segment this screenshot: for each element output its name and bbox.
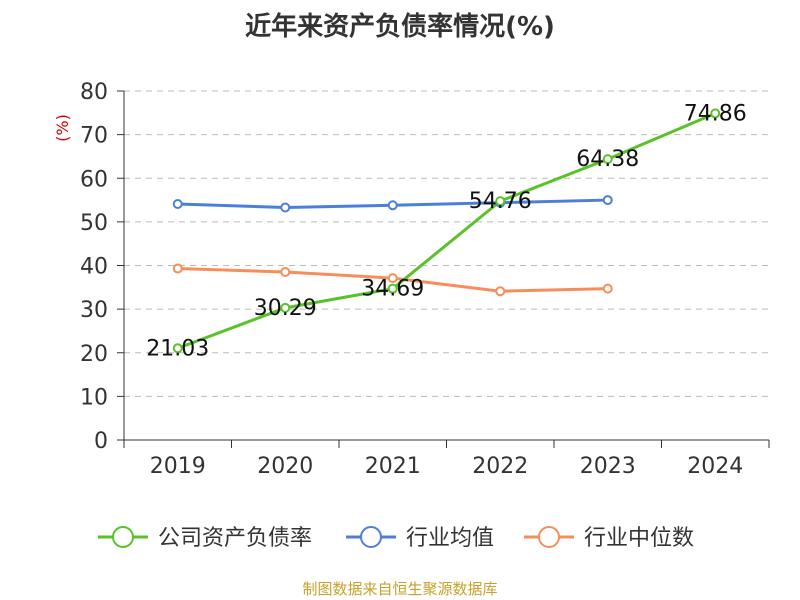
data-point [387, 273, 398, 284]
y-tick-label: 50 [80, 211, 108, 236]
source-note: 制图数据来自恒生聚源数据库 [302, 580, 498, 598]
series-line-0 [177, 112, 716, 350]
chart-title: 近年来资产负债率情况(%) [245, 12, 555, 42]
data-label: 30.29 [254, 296, 317, 321]
data-point [495, 286, 506, 297]
x-tick-label: 2024 [687, 454, 743, 479]
x-tick-label: 2021 [365, 454, 421, 479]
legend: 公司资产负债率 行业均值 行业中位数 [98, 526, 694, 551]
legend-label: 行业中位数 [584, 526, 694, 551]
data-point [387, 283, 398, 294]
y-tick-label: 60 [80, 167, 108, 192]
data-point [602, 195, 613, 206]
legend-marker [538, 526, 560, 548]
data-label: 54.76 [469, 189, 532, 214]
grid-lines [124, 90, 769, 397]
y-tick-label: 20 [80, 342, 108, 367]
x-tick-label: 2020 [257, 454, 313, 479]
data-point [602, 283, 613, 294]
data-point [172, 263, 183, 274]
y-tick-label: 0 [94, 429, 108, 454]
legend-label: 公司资产负债率 [158, 526, 312, 551]
x-tick-label: 2023 [580, 454, 636, 479]
data-labels: 21.03 30.29 34.69 54.76 64.38 74.86 [146, 101, 746, 361]
data-point [387, 200, 398, 211]
data-point [280, 267, 291, 278]
legend-marker [360, 526, 382, 548]
axes: 0 10 20 30 40 50 60 70 80 2019 2020 2021 2022 2023 202… [53, 80, 770, 479]
y-axis-label: (%) [53, 114, 72, 142]
data-point [172, 198, 183, 209]
x-tick-label: 2019 [150, 454, 206, 479]
data-point [280, 302, 291, 313]
data-label: 64.38 [576, 147, 639, 172]
data-label: 74.86 [684, 101, 747, 126]
y-tick-label: 80 [80, 80, 108, 105]
y-tick-label: 30 [80, 298, 108, 323]
data-point [710, 108, 721, 119]
x-tick-label: 2022 [472, 454, 528, 479]
y-tick-label: 70 [80, 124, 108, 149]
legend-marker [112, 526, 134, 548]
data-point [172, 343, 183, 354]
series-points [172, 108, 721, 354]
data-label: 21.03 [146, 336, 209, 361]
data-point [280, 202, 291, 213]
legend-label: 行业均值 [406, 526, 494, 551]
data-point [602, 154, 613, 165]
data-label: 34.69 [361, 277, 424, 302]
y-tick-label: 10 [80, 385, 108, 410]
data-point [495, 196, 506, 207]
y-tick-label: 40 [80, 255, 108, 280]
